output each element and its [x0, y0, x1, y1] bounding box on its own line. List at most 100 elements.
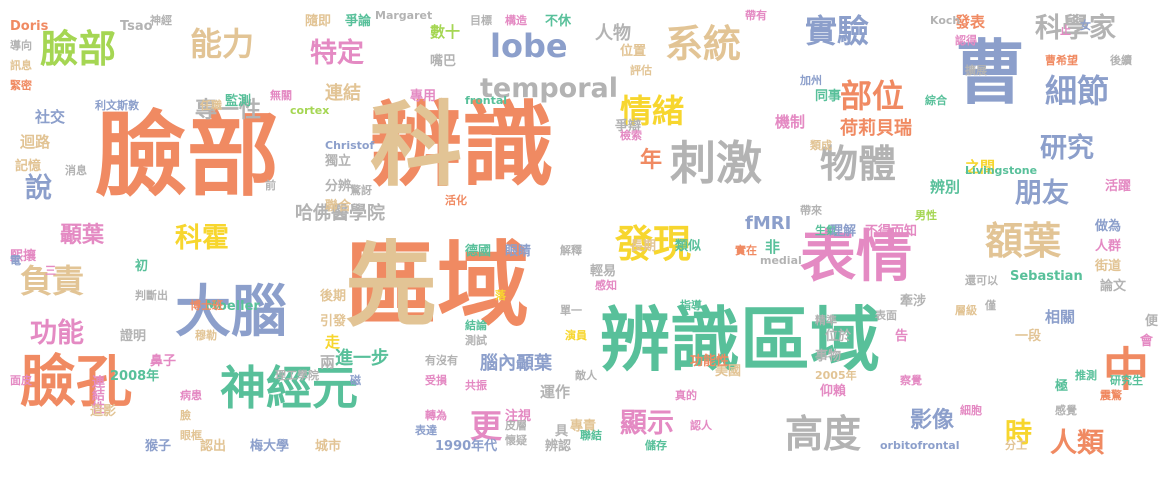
word-cloud-term: Tsao	[120, 19, 153, 34]
word-cloud-term: 類似	[675, 239, 702, 254]
word-cloud-term: 聯結	[580, 429, 602, 442]
word-cloud-term: 皮層	[505, 419, 527, 432]
word-cloud-term: Sebastian	[1010, 269, 1083, 284]
word-cloud-term: 推測	[1075, 369, 1097, 382]
word-cloud-term: temporal	[480, 73, 619, 104]
word-cloud-term: 活躍	[1105, 179, 1132, 194]
word-cloud-term: 測試	[465, 334, 487, 347]
word-cloud-term: 還可以	[965, 274, 998, 287]
word-cloud-term: 做為	[1095, 219, 1122, 234]
word-cloud-term: 層級	[955, 304, 977, 317]
word-cloud-term: 科霍	[175, 223, 229, 254]
word-cloud-term: orbitofrontal	[880, 439, 960, 452]
word-cloud-term: 大腦	[175, 280, 287, 345]
word-cloud-term: 博士班	[190, 299, 223, 312]
word-cloud-term: 眼框	[180, 429, 202, 442]
word-cloud-term: 哈佛醫學院	[295, 203, 385, 224]
word-cloud-term: 懷疑	[505, 434, 527, 447]
word-cloud-term: 極	[1055, 379, 1069, 394]
word-cloud-term: 臉	[180, 409, 191, 422]
word-cloud-term: 曹	[955, 32, 1025, 114]
word-cloud-term: 進一步	[335, 348, 389, 369]
word-cloud-term: 受損	[425, 374, 447, 387]
word-cloud-term: 臉部	[40, 27, 117, 71]
word-cloud-term: 功能性	[690, 354, 730, 369]
word-cloud-term: 時	[1005, 418, 1032, 449]
word-cloud-term: 活化	[445, 194, 467, 207]
word-cloud-term: 磁	[350, 374, 361, 387]
word-cloud-term: 走	[325, 333, 341, 351]
word-cloud-term: 分辨	[325, 179, 352, 194]
word-cloud-term: 獨立	[325, 154, 352, 169]
word-cloud-term: 機制	[775, 113, 806, 131]
word-cloud-term: 緊密	[10, 79, 32, 92]
word-cloud-term: 之間	[965, 158, 996, 176]
word-cloud-term: 不得而知	[865, 224, 918, 239]
word-cloud-term: 告	[895, 329, 909, 344]
word-cloud-term: 科	[370, 92, 463, 199]
word-cloud-term: 監測	[225, 94, 252, 109]
word-cloud-term: 仰賴	[820, 384, 847, 399]
word-cloud-term: 梅大學	[250, 439, 290, 454]
word-cloud-term: 部位	[840, 77, 905, 115]
word-cloud-term: 美國	[715, 364, 742, 379]
word-cloud-term: 判斷出	[135, 289, 168, 302]
word-cloud-term: Livingstone	[965, 164, 1038, 177]
word-cloud-term: 男性	[915, 209, 937, 222]
word-cloud-term: 負責	[20, 262, 85, 300]
word-cloud-term: 消息	[65, 164, 87, 177]
word-cloud-term: 顳葉	[60, 223, 105, 248]
word-cloud-term: 加州	[800, 74, 822, 87]
word-cloud-term: 認出	[200, 439, 227, 454]
word-cloud-term: 非	[765, 238, 781, 256]
word-cloud-term: 神經元	[220, 361, 358, 415]
word-cloud-term: 位於	[825, 329, 852, 344]
word-cloud-term: 神經	[150, 14, 172, 27]
word-cloud-term: 電	[10, 254, 21, 267]
word-cloud-term: 止	[1060, 24, 1071, 37]
word-cloud-term: 訊息	[10, 59, 32, 72]
word-cloud-term: 單一	[560, 304, 582, 317]
word-cloud-term: 實驗	[805, 12, 870, 50]
word-cloud-term: 事物	[815, 349, 842, 364]
word-cloud-term: 數十	[430, 23, 461, 41]
word-cloud-term: 說	[25, 173, 52, 204]
word-cloud-term: 兩	[320, 353, 336, 371]
word-cloud-term: 病患	[180, 389, 202, 402]
word-cloud-term: 前	[265, 179, 276, 192]
word-cloud-term: 精準	[815, 314, 837, 327]
word-cloud-term: 年	[640, 148, 663, 173]
word-cloud-term: 街道	[1095, 259, 1122, 274]
word-cloud-term: fMRI	[745, 213, 792, 234]
word-cloud-term: 證明	[120, 329, 147, 344]
word-cloud-term: 儲存	[645, 439, 667, 452]
word-cloud-term: 輕易	[590, 264, 617, 279]
word-cloud-term: 利文斯敦	[95, 99, 139, 112]
word-cloud-term: 人物	[595, 23, 631, 44]
word-cloud-term: 嘴巴	[430, 54, 457, 69]
word-cloud-term: 震驚	[1100, 389, 1122, 402]
word-cloud-term: 運作	[540, 383, 571, 401]
word-cloud-term: 察覺	[900, 374, 922, 387]
word-cloud-term: 綜合	[925, 94, 947, 107]
word-cloud-term: 任職	[200, 99, 222, 112]
word-cloud-term: 驚訝	[350, 184, 372, 197]
word-cloud-term: 系統	[665, 22, 742, 66]
word-cloud-term: 辨認	[545, 439, 572, 454]
word-cloud-term: 目標	[470, 14, 492, 27]
word-cloud-term: 人類	[1050, 428, 1104, 459]
word-cloud-term: 具	[555, 424, 569, 439]
word-cloud-term: 指導	[680, 299, 702, 312]
word-cloud-term: 細節	[1045, 72, 1110, 110]
word-cloud-term: 臉孔	[20, 350, 132, 415]
word-cloud-term: 爭論	[345, 14, 372, 29]
word-cloud-term: 記憶	[15, 159, 42, 174]
word-cloud-term: 眼睛	[505, 244, 532, 259]
word-cloud-term: 帶有	[745, 9, 767, 22]
word-cloud-term: 臉部	[95, 102, 280, 209]
word-cloud-term: 表達	[415, 424, 437, 437]
word-cloud-term: 穆勒	[195, 329, 217, 342]
word-cloud-term: Christof	[325, 139, 375, 152]
word-cloud-term: 特定	[310, 38, 364, 69]
word-cloud-term: 連結性	[89, 375, 104, 414]
